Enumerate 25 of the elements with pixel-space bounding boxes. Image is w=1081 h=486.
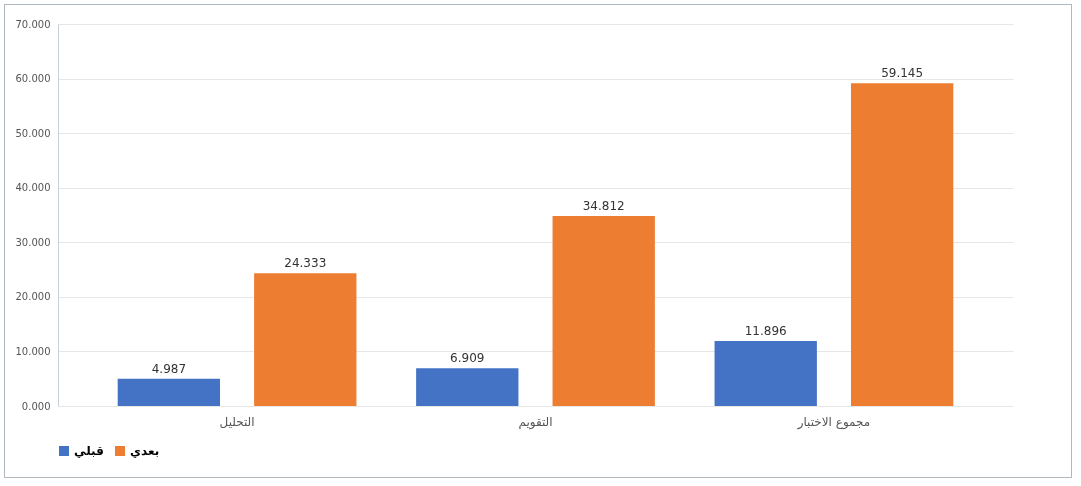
legend-label: بعدي (130, 444, 160, 458)
bar (416, 368, 519, 406)
y-tick-label: 0.000 (21, 400, 51, 412)
y-tick-label: 40.000 (15, 182, 51, 194)
data-label: 59.145 (881, 66, 924, 81)
data-label: 24.333 (284, 256, 327, 271)
y-tick-label: 50.000 (15, 127, 51, 139)
x-tick-label: التقويم (518, 414, 553, 430)
y-tick-label: 20.000 (15, 291, 51, 303)
y-tick-label: 60.000 (15, 73, 51, 85)
x-tick-label: التحليل (219, 414, 255, 429)
data-label: 4.987 (151, 361, 187, 376)
bar (714, 341, 817, 406)
y-tick-label: 10.000 (15, 345, 51, 357)
bar (850, 83, 954, 406)
y-tick-label: 70.000 (15, 18, 51, 30)
y-tick-label: 30.000 (15, 236, 51, 248)
data-label: 11.896 (744, 324, 787, 339)
x-tick-label: مجموع الاختبار (796, 414, 871, 430)
bar (552, 216, 655, 406)
legend-label: قبلي (74, 444, 104, 458)
bar (117, 378, 221, 406)
data-label: 6.909 (450, 351, 485, 366)
data-label: 34.812 (582, 199, 625, 214)
bar (254, 273, 357, 406)
